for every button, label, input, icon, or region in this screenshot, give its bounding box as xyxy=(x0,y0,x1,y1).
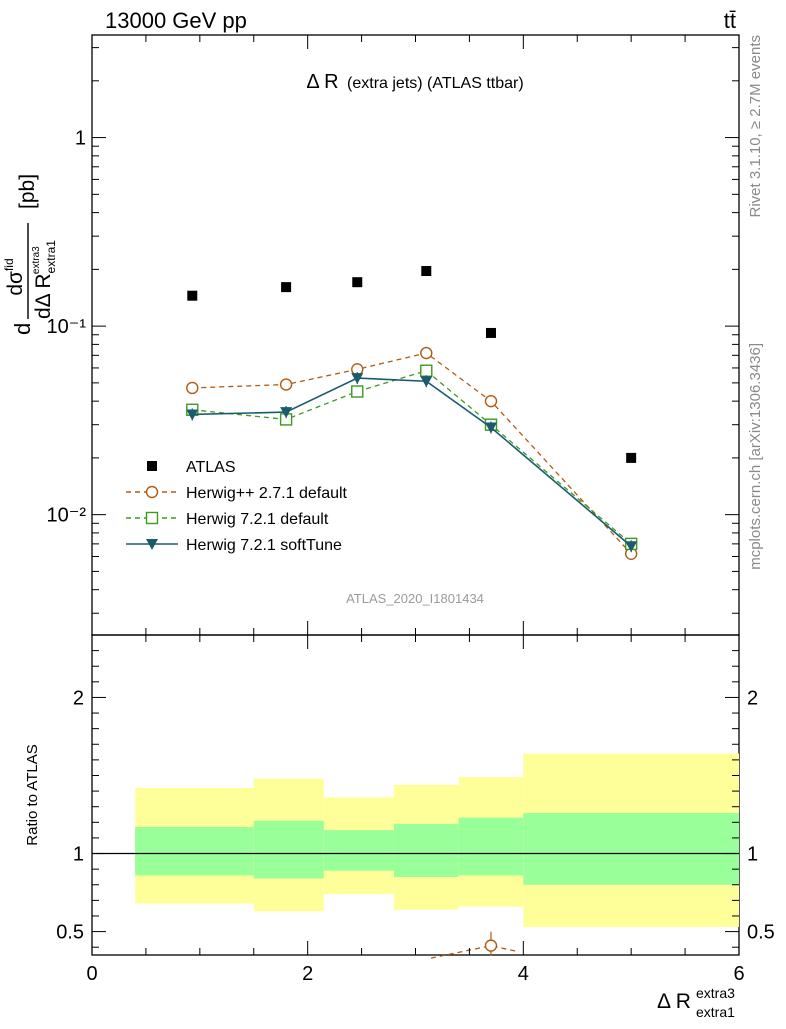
ratio-tick-label-0.5: 0.5 xyxy=(56,922,84,944)
x-tick-label-0: 0 xyxy=(86,963,97,985)
mcplots-label: mcplots.cern.ch [arXiv:1306.3436] xyxy=(747,343,764,570)
rivet-version-label: Rivet 3.1.10, ≥ 2.7M events xyxy=(747,35,764,218)
legend-item-0: ATLAS xyxy=(147,459,236,476)
point-0-3 xyxy=(421,266,432,277)
y-axis-label: d dσfid dΔ Rextra1extra3 [pb] xyxy=(2,174,58,335)
x-label-superscript: extra3 xyxy=(696,985,735,1001)
legend-item-2: Herwig 7.2.1 default xyxy=(126,511,329,528)
y-label-numerator: dσfid xyxy=(2,258,27,295)
point-3-2 xyxy=(351,373,364,385)
legend-marker-0 xyxy=(147,461,157,471)
point-1-3 xyxy=(420,346,433,360)
legend-label-1: Herwig++ 2.7.1 default xyxy=(186,485,348,502)
analysis-id-label: ATLAS_2020_I1801434 xyxy=(346,591,484,606)
plot-title: Δ R (extra jets) (ATLAS ttbar) xyxy=(306,71,523,93)
x-tick-label-4: 4 xyxy=(518,963,529,985)
ratio-error-bands xyxy=(135,753,739,927)
point-0-2 xyxy=(352,277,363,288)
y-tick-label-1: 10⁻¹ xyxy=(47,316,87,338)
ratio-inner-band-3 xyxy=(393,823,459,877)
ratio-tick-label-right-1: 1 xyxy=(747,844,758,866)
data-series xyxy=(186,266,638,561)
legend-marker-1 xyxy=(145,485,159,499)
legend: ATLAS Herwig++ 2.7.1 default Herwig 7.2.1 … xyxy=(126,459,348,554)
point-0-5 xyxy=(626,452,637,463)
point-3-0 xyxy=(186,409,199,421)
ratio-inner-band-2 xyxy=(323,830,394,871)
ratio-inner-band-4 xyxy=(458,817,524,876)
ratio-point-0 xyxy=(484,939,498,952)
ratio-tick-label-right-2: 2 xyxy=(747,687,758,709)
point-3-4 xyxy=(484,422,497,434)
point-2-3 xyxy=(420,364,433,377)
x-tick-label-6: 6 xyxy=(733,963,744,985)
ratio-tick-label-2: 2 xyxy=(73,687,84,709)
point-3-1 xyxy=(280,407,293,419)
ratio-points xyxy=(430,931,520,959)
plot-title-main: Δ R xyxy=(306,71,338,93)
x-label-main: Δ R xyxy=(657,990,691,1013)
point-1-1 xyxy=(279,378,293,391)
point-1-4 xyxy=(484,394,498,408)
plot-title-rest: (extra jets) (ATLAS ttbar) xyxy=(347,75,524,92)
ratio-line-segment-0 xyxy=(430,944,520,959)
point-2-2 xyxy=(351,385,364,398)
legend-item-1: Herwig++ 2.7.1 default xyxy=(126,485,348,502)
y-label-denominator: dΔ Rextra1extra3 xyxy=(31,240,58,319)
y-label-unit: [pb] xyxy=(16,174,39,209)
y-tick-label-0: 10⁻² xyxy=(47,505,87,527)
header-energy-label: 13000 GeV pp xyxy=(105,8,247,33)
series-line-1 xyxy=(192,352,632,555)
point-1-0 xyxy=(186,381,199,395)
ratio-inner-band-5 xyxy=(523,812,739,885)
point-0-1 xyxy=(281,282,292,293)
legend-marker-2 xyxy=(145,511,159,525)
point-0-0 xyxy=(187,290,198,301)
ratio-tick-label-right-0.5: 0.5 xyxy=(747,922,775,944)
ratio-axis-label: Ratio to ATLAS xyxy=(24,744,41,845)
legend-label-0: ATLAS xyxy=(186,459,236,476)
series-1 xyxy=(186,346,638,561)
x-tick-label-2: 2 xyxy=(302,963,313,985)
point-0-4 xyxy=(485,327,496,338)
ratio-tick-label-1: 1 xyxy=(73,844,84,866)
x-label-subscript: extra1 xyxy=(696,1004,735,1020)
axis-ticks: 0 2 4 6 10⁻² 10⁻¹ 1 0.5 0.5 1 1 2 2 xyxy=(47,35,775,985)
series-3 xyxy=(186,372,638,553)
legend-item-3: Herwig 7.2.1 softTune xyxy=(126,537,342,554)
legend-label-3: Herwig 7.2.1 softTune xyxy=(186,537,342,554)
point-3-5 xyxy=(625,541,638,553)
header-process-label: tt̄ xyxy=(724,8,736,33)
series-0 xyxy=(187,266,637,463)
series-line-3 xyxy=(192,377,632,547)
ratio-inner-band-0 xyxy=(135,827,254,876)
ratio-inner-band-1 xyxy=(253,820,324,879)
legend-label-2: Herwig 7.2.1 default xyxy=(186,511,329,528)
y-tick-label-2: 1 xyxy=(75,128,86,150)
x-axis-label: Δ R extra3 extra1 xyxy=(657,985,735,1020)
point-3-3 xyxy=(420,376,433,388)
legend-marker-3 xyxy=(146,539,158,550)
y-label-d: d xyxy=(10,323,35,335)
